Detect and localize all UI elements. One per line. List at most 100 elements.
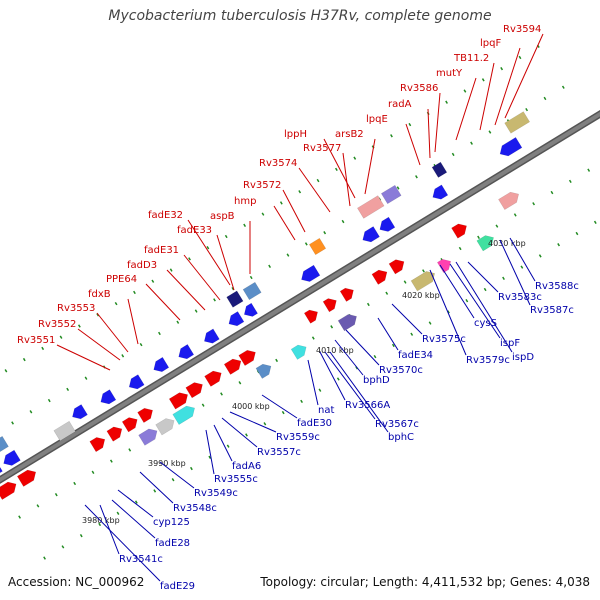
label-leader-line: [504, 33, 544, 119]
reverse-gene-label: cyp125: [153, 517, 190, 528]
label-leader-line: [298, 167, 331, 213]
scale-label: 4030 kbp: [488, 239, 526, 248]
label-leader-line: [427, 108, 431, 159]
label-leader-line: [377, 317, 399, 351]
gene-arrow: [185, 382, 203, 399]
label-leader-line: [56, 344, 111, 371]
gene-arrow: [357, 195, 385, 219]
gene-arrow: [178, 344, 195, 360]
label-leader-line: [494, 47, 521, 126]
reverse-gene-label: fadE28: [155, 538, 190, 549]
gene-arrow: [337, 314, 357, 332]
gene-arrow: [89, 437, 106, 453]
accession-label: Accession: NC_000962: [8, 575, 145, 589]
label-leader-line: [334, 339, 364, 376]
gene-arrow: [204, 370, 222, 387]
gene-arrow: [223, 358, 242, 375]
gene-arrow: [432, 184, 449, 200]
label-leader-line: [117, 489, 154, 518]
map-title: Mycobacterium tuberculosis H37Rv, comple…: [108, 8, 492, 24]
gene-arrow: [362, 226, 380, 243]
gene-arrow: [16, 469, 37, 487]
forward-gene-label: fdxB: [88, 289, 111, 300]
gene-arrow: [380, 184, 402, 205]
gene-arrow: [0, 481, 17, 500]
label-leader-line: [345, 329, 380, 366]
forward-gene-label: Rv3594: [503, 24, 541, 35]
label-leader-line: [434, 92, 441, 153]
label-leader-line: [509, 237, 536, 282]
gene-arrow: [242, 281, 262, 301]
label-leader-line: [205, 429, 215, 475]
label-leader-line: [319, 351, 346, 401]
reverse-gene-label: fadA6: [232, 461, 261, 472]
gene-arrow: [155, 418, 175, 436]
label-leader-line: [455, 77, 477, 141]
reverse-gene-label: Rv3583c: [498, 292, 542, 303]
gene-arrow: [290, 344, 307, 360]
forward-gene-label: arsB2: [335, 129, 364, 140]
label-leader-line: [127, 298, 139, 345]
forward-gene-label: PPE64: [106, 274, 137, 285]
label-leader-line: [499, 239, 531, 306]
gene-arrow: [168, 392, 188, 410]
genome-backbone: [0, 111, 600, 483]
forward-gene-label: Rv3586: [400, 83, 438, 94]
gene-arrow: [100, 389, 117, 405]
forward-gene-label: lpqE: [366, 114, 388, 125]
reverse-gene-label: bphC: [388, 432, 414, 443]
label-leader-line: [455, 261, 513, 353]
gene-arrow: [255, 363, 272, 379]
scale-label: 4010 kbp: [316, 346, 354, 355]
gene-arrow: [339, 287, 354, 302]
gene-arrow: [379, 216, 396, 232]
reverse-gene-label: cysS: [474, 318, 497, 329]
reverse-gene-label: ispD: [512, 352, 534, 363]
gene-arrow: [128, 374, 145, 390]
gene-arrow: [53, 420, 76, 442]
reverse-gene-label: Rv3549c: [194, 488, 238, 499]
reverse-gene-label: Rv3557c: [257, 447, 301, 458]
gene-arrow: [106, 426, 123, 442]
label-leader-line: [364, 138, 376, 195]
label-leader-line: [273, 205, 296, 241]
gene-arrow: [388, 259, 405, 275]
gene-arrow: [498, 191, 519, 210]
label-leader-line: [449, 263, 501, 339]
gene-arrow: [303, 309, 318, 324]
label-leader-line: [84, 504, 161, 582]
reverse-gene-label: nat: [318, 405, 334, 416]
label-leader-line: [145, 283, 181, 321]
forward-gene-label: aspB: [210, 211, 235, 222]
gene-arrow: [322, 298, 337, 313]
forward-gene-label: fadE32: [148, 210, 183, 221]
forward-gene-label: Rv3553: [57, 303, 95, 314]
gene-arrow: [308, 237, 327, 256]
label-leader-line: [77, 328, 121, 361]
gene-arrow: [172, 405, 195, 425]
label-leader-line: [166, 269, 206, 311]
reverse-gene-label: Rv3588c: [535, 281, 579, 292]
gene-arrow: [153, 356, 170, 372]
forward-gene-label: radA: [388, 99, 412, 110]
label-leader-line: [323, 138, 356, 199]
label-leader-line: [261, 394, 298, 419]
reverse-gene-label: Rv3566A: [345, 400, 390, 411]
reverse-gene-label: bphD: [363, 375, 390, 386]
forward-gene-label: TB11.2: [453, 53, 489, 64]
gene-arrow: [238, 349, 256, 366]
gene-arrow: [476, 235, 494, 252]
label-leader-line: [221, 417, 258, 448]
label-leader-line: [187, 219, 231, 286]
gene-arrow: [436, 259, 452, 274]
reverse-gene-label: Rv3579c: [466, 355, 510, 366]
reverse-gene-label: Rv3555c: [214, 474, 258, 485]
forward-gene-label: lppH: [284, 129, 307, 140]
gene-arrow: [137, 407, 153, 423]
label-leader-line: [139, 471, 174, 504]
forward-gene-label: hmp: [234, 196, 256, 207]
gene-arrow: [301, 264, 321, 282]
forward-gene-label: fadE31: [144, 245, 179, 256]
label-leader-line: [439, 264, 475, 319]
scale-label: 4020 kbp: [402, 291, 440, 300]
